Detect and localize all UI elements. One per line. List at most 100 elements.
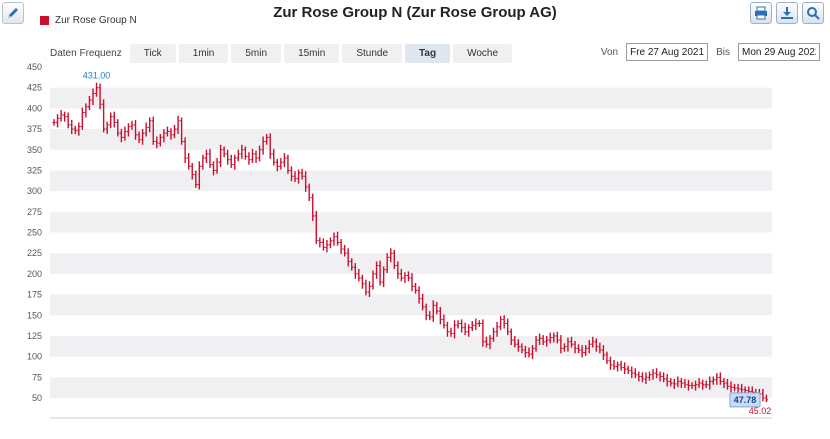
ohlc-bar [328, 237, 333, 249]
ohlc-bar [612, 359, 616, 370]
legend-swatch [40, 16, 49, 25]
ohlc-bar [133, 119, 138, 140]
freq-tab-15min[interactable]: 15min [284, 44, 340, 63]
ohlc-bar [693, 380, 698, 391]
y-tick-label: 400 [27, 103, 42, 113]
ohlc-bar [172, 124, 177, 139]
ohlc-bar [637, 371, 641, 382]
ohlc-bar [87, 95, 92, 111]
ohlc-bar [725, 378, 730, 390]
ohlc-bar [435, 302, 439, 315]
ohlc-bar [640, 372, 644, 383]
last-price-box [729, 392, 761, 408]
ohlc-bar [619, 360, 623, 371]
ohlc-bar [467, 324, 471, 337]
pencil-icon [8, 8, 18, 18]
freq-tab-woche[interactable]: Woche [453, 44, 513, 63]
ohlc-bar [208, 148, 212, 168]
edit-button[interactable] [2, 2, 24, 24]
ohlc-bar [534, 335, 538, 352]
ohlc-bar [715, 373, 719, 385]
y-tick-label: 125 [27, 331, 42, 341]
ohlc-bar [679, 378, 683, 389]
ohlc-bar [155, 136, 159, 149]
ohlc-bar [346, 248, 350, 267]
ohlc-bar [658, 371, 662, 382]
ohlc-bar [371, 270, 375, 290]
ohlc-bar [413, 282, 418, 294]
ohlc-bar [116, 119, 120, 137]
ohlc-bar [311, 193, 315, 221]
ohlc-bar [729, 381, 733, 393]
chart-tools [750, 2, 824, 24]
ohlc-bar [615, 361, 620, 372]
from-date-input[interactable] [626, 43, 709, 61]
ohlc-bar [463, 322, 467, 336]
ohlc-bar [591, 336, 595, 348]
ohlc-bar [215, 158, 219, 174]
ohlc-bar [442, 314, 446, 329]
ohlc-bar [293, 171, 297, 183]
ohlc-bar [240, 144, 244, 159]
ohlc-bar [392, 249, 396, 269]
y-tick-label: 375 [27, 124, 42, 134]
y-tick-label: 175 [27, 290, 42, 300]
ohlc-bar [282, 153, 286, 168]
ohlc-bar [296, 169, 301, 184]
y-tick-label: 100 [27, 352, 42, 362]
ohlc-bar [736, 383, 740, 394]
freq-tab-1min[interactable]: 1min [178, 44, 229, 63]
grid-band [50, 335, 772, 357]
ohlc-bar [495, 321, 499, 337]
print-button[interactable] [750, 2, 772, 24]
ohlc-bar [626, 365, 630, 375]
freq-tab-tag[interactable]: Tag [405, 44, 451, 63]
download-icon [781, 7, 793, 19]
ohlc-bar [162, 129, 166, 143]
ohlc-bar [509, 328, 513, 346]
ohlc-bar [722, 378, 726, 389]
ohlc-bar [197, 161, 201, 190]
ohlc-bar [491, 327, 496, 342]
ohlc-bar [261, 136, 265, 155]
ohlc-bar [204, 149, 209, 163]
to-date-input[interactable] [738, 43, 820, 61]
ohlc-bar [77, 122, 81, 136]
legend-label: Zur Rose Group N [55, 15, 137, 26]
y-tick-label: 75 [32, 372, 42, 382]
download-button[interactable] [776, 2, 798, 24]
ohlc-bar [300, 168, 304, 180]
freq-tab-stunde[interactable]: Stunde [342, 44, 403, 63]
ohlc-bar [343, 244, 347, 257]
ohlc-bar [445, 321, 450, 337]
ohlc-bar [701, 379, 705, 390]
ohlc-bar [201, 154, 205, 170]
freq-tab-tick[interactable]: Tick [129, 44, 176, 63]
ohlc-bar [399, 268, 403, 282]
ohlc-bar [566, 337, 570, 352]
y-tick-label: 275 [27, 207, 42, 217]
ohlc-bar [665, 374, 669, 387]
ohlc-bar [286, 154, 290, 174]
ohlc-bar [740, 383, 744, 394]
ohlc-bar [183, 137, 187, 163]
to-label: Bis [716, 46, 730, 58]
ohlc-bar [52, 119, 56, 126]
ohlc-bar [647, 371, 652, 381]
ohlc-bar [80, 107, 84, 130]
ohlc-bar [339, 239, 343, 255]
ohlc-bar [257, 145, 262, 162]
zoom-button[interactable] [802, 2, 824, 24]
grid-band [50, 129, 772, 150]
freq-tab-5min[interactable]: 5min [231, 44, 282, 63]
ohlc-bar [307, 183, 311, 202]
ohlc-bar [318, 237, 322, 248]
from-label: Von [600, 46, 619, 58]
ohlc-bar [279, 158, 283, 170]
ohlc-bar [651, 369, 655, 380]
legend: Zur Rose Group N [40, 15, 137, 26]
ohlc-bar [226, 149, 230, 165]
ohlc-bar [236, 149, 240, 162]
ohlc-bar [460, 319, 464, 333]
ohlc-bar [410, 273, 414, 292]
